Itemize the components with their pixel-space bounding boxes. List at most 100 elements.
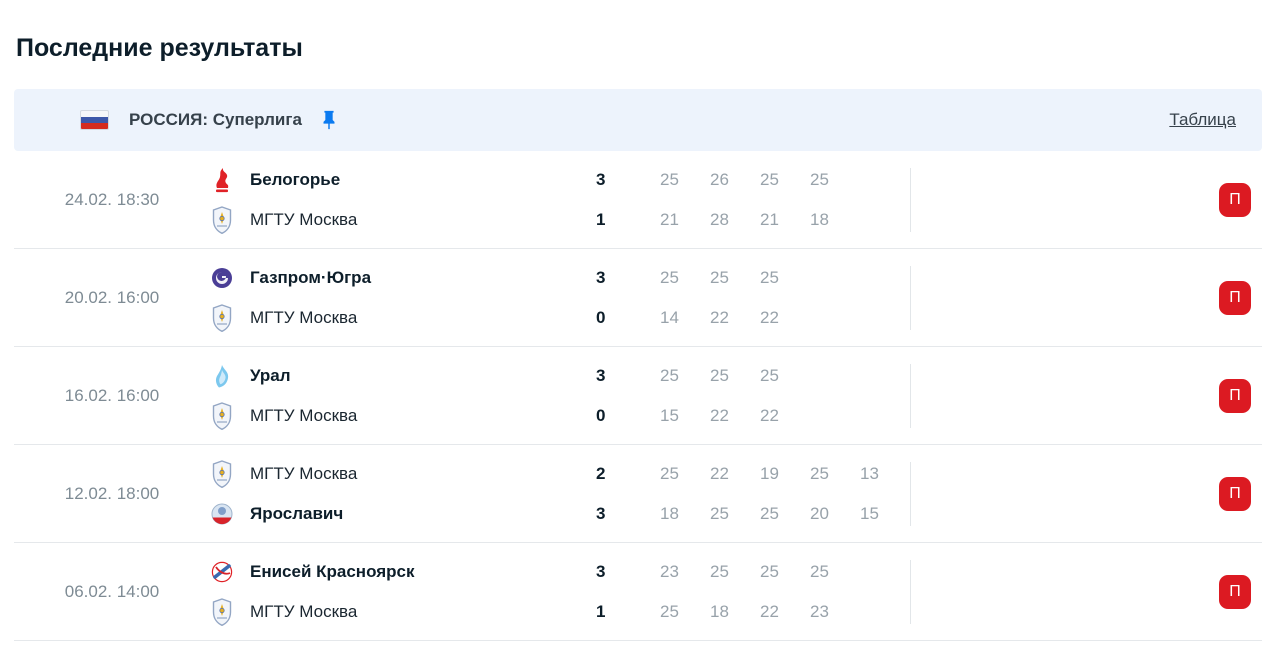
team-name: МГТУ Москва bbox=[250, 463, 358, 483]
team-set-score: 3 bbox=[596, 365, 606, 385]
set-score: 22 bbox=[710, 405, 729, 425]
set-score: 23 bbox=[810, 601, 829, 621]
set-score: 20 bbox=[810, 503, 829, 523]
divider bbox=[910, 363, 911, 428]
set-score: 25 bbox=[710, 267, 729, 287]
yaroslavich-logo-icon bbox=[210, 500, 234, 528]
set-score: 25 bbox=[710, 503, 729, 523]
set-score: 15 bbox=[660, 405, 679, 425]
set-score: 23 bbox=[660, 561, 679, 581]
bookmaker-badge[interactable]: П bbox=[1219, 182, 1251, 217]
match-datetime: 12.02. 18:00 bbox=[64, 483, 160, 503]
team-line-home: Газпром·Югра 3 25 25 25 bbox=[210, 264, 910, 292]
set-score: 25 bbox=[660, 601, 679, 621]
set-score: 25 bbox=[760, 365, 779, 385]
set-score: 22 bbox=[760, 307, 779, 327]
team-line-home: Енисей Красноярск 3 23 25 25 25 bbox=[210, 558, 910, 586]
set-score: 25 bbox=[660, 365, 679, 385]
set-score: 18 bbox=[710, 601, 729, 621]
team-set-score: 3 bbox=[596, 267, 606, 287]
divider bbox=[910, 461, 911, 526]
set-score: 19 bbox=[760, 463, 779, 483]
set-score: 21 bbox=[660, 209, 679, 229]
team-name: Белогорье bbox=[250, 169, 341, 189]
set-score: 18 bbox=[660, 503, 679, 523]
set-score: 14 bbox=[660, 307, 679, 327]
table-link[interactable]: Таблица bbox=[1169, 110, 1236, 129]
bookmaker-badge[interactable]: П bbox=[1219, 574, 1251, 609]
set-score: 25 bbox=[760, 267, 779, 287]
set-score: 25 bbox=[810, 463, 829, 483]
page-title: Последние результаты bbox=[16, 34, 303, 62]
team-line-away: МГТУ Москва 0 15 22 22 bbox=[210, 402, 910, 430]
team-line-away: МГТУ Москва 1 21 28 21 18 bbox=[210, 206, 910, 234]
mgtu-logo-icon bbox=[210, 304, 234, 332]
team-line-away: МГТУ Москва 0 14 22 22 bbox=[210, 304, 910, 332]
gazprom-logo-icon bbox=[210, 264, 234, 292]
set-score: 22 bbox=[710, 463, 729, 483]
set-score: 25 bbox=[810, 169, 829, 189]
match-datetime: 06.02. 14:00 bbox=[64, 581, 160, 601]
set-score: 22 bbox=[760, 601, 779, 621]
match-row[interactable]: 16.02. 16:00 Урал 3 25 25 25 МГТУ Москва… bbox=[14, 347, 1262, 445]
divider bbox=[910, 265, 911, 330]
set-score: 25 bbox=[710, 561, 729, 581]
teams-block: Белогорье 3 25 26 25 25 МГТУ Москва 1 21… bbox=[210, 166, 910, 234]
set-score: 25 bbox=[660, 169, 679, 189]
set-score: 13 bbox=[860, 463, 879, 483]
mgtu-logo-icon bbox=[210, 206, 234, 234]
team-name: Ярославич bbox=[250, 503, 344, 523]
team-set-score: 3 bbox=[596, 169, 606, 189]
set-score: 22 bbox=[760, 405, 779, 425]
match-datetime: 24.02. 18:30 bbox=[64, 189, 160, 209]
bookmaker-badge[interactable]: П bbox=[1219, 280, 1251, 315]
match-row[interactable]: 06.02. 14:00 Енисей Красноярск 3 23 25 2… bbox=[14, 543, 1262, 641]
set-score: 22 bbox=[710, 307, 729, 327]
set-score: 25 bbox=[810, 561, 829, 581]
mgtu-logo-icon bbox=[210, 402, 234, 430]
belogorie-logo-icon bbox=[210, 166, 234, 194]
results-widget: Последние результаты РОССИЯ: Суперлига Т… bbox=[14, 34, 1262, 641]
team-set-score: 3 bbox=[596, 561, 606, 581]
match-datetime: 20.02. 16:00 bbox=[64, 287, 160, 307]
match-row[interactable]: 12.02. 18:00 МГТУ Москва 2 25 22 19 25 1… bbox=[14, 445, 1262, 543]
divider bbox=[910, 167, 911, 232]
team-name: Енисей Красноярск bbox=[250, 561, 415, 581]
divider bbox=[910, 559, 911, 624]
ural-logo-icon bbox=[210, 362, 234, 390]
team-name: МГТУ Москва bbox=[250, 405, 358, 425]
team-set-score: 2 bbox=[596, 463, 606, 483]
russia-flag-icon bbox=[80, 110, 109, 130]
team-name: Газпром·Югра bbox=[250, 267, 372, 287]
set-score: 18 bbox=[810, 209, 829, 229]
bookmaker-badge[interactable]: П bbox=[1219, 476, 1251, 511]
team-line-away: МГТУ Москва 1 25 18 22 23 bbox=[210, 598, 910, 626]
pin-icon[interactable] bbox=[318, 109, 340, 131]
team-line-home: МГТУ Москва 2 25 22 19 25 13 bbox=[210, 460, 910, 488]
set-score: 25 bbox=[710, 365, 729, 385]
teams-block: МГТУ Москва 2 25 22 19 25 13 Ярославич 3… bbox=[210, 460, 910, 528]
match-row[interactable]: 24.02. 18:30 Белогорье 3 25 26 25 25 МГТ… bbox=[14, 151, 1262, 249]
mgtu-logo-icon bbox=[210, 598, 234, 626]
set-score: 28 bbox=[710, 209, 729, 229]
bookmaker-badge[interactable]: П bbox=[1219, 378, 1251, 413]
set-score: 25 bbox=[760, 561, 779, 581]
team-set-score: 3 bbox=[596, 503, 606, 523]
team-set-score: 1 bbox=[596, 601, 606, 621]
team-set-score: 0 bbox=[596, 307, 606, 327]
teams-block: Газпром·Югра 3 25 25 25 МГТУ Москва 0 14… bbox=[210, 264, 910, 332]
team-name: МГТУ Москва bbox=[250, 307, 358, 327]
match-datetime: 16.02. 16:00 bbox=[64, 385, 160, 405]
set-score: 21 bbox=[760, 209, 779, 229]
set-score: 25 bbox=[760, 503, 779, 523]
enisey-logo-icon bbox=[210, 558, 234, 586]
mgtu-logo-icon bbox=[210, 460, 234, 488]
league-label[interactable]: РОССИЯ: Суперлига bbox=[129, 110, 302, 129]
match-list: 24.02. 18:30 Белогорье 3 25 26 25 25 МГТ… bbox=[14, 151, 1262, 641]
match-row[interactable]: 20.02. 16:00 Газпром·Югра 3 25 25 25 МГТ… bbox=[14, 249, 1262, 347]
teams-block: Енисей Красноярск 3 23 25 25 25 МГТУ Мос… bbox=[210, 558, 910, 626]
league-header: РОССИЯ: Суперлига Таблица bbox=[14, 89, 1262, 151]
team-line-away: Ярославич 3 18 25 25 20 15 bbox=[210, 500, 910, 528]
set-score: 15 bbox=[860, 503, 879, 523]
set-score: 25 bbox=[660, 463, 679, 483]
